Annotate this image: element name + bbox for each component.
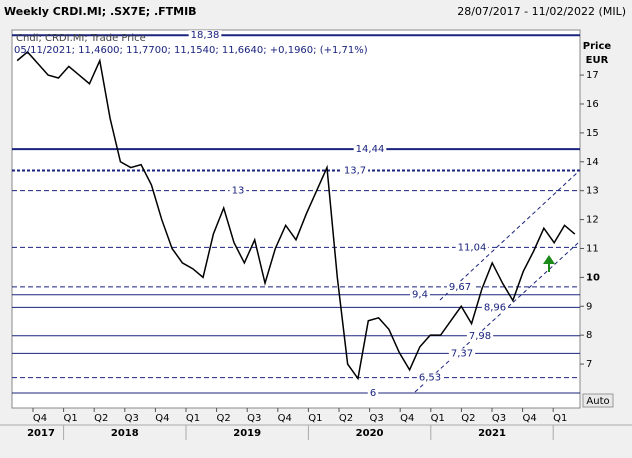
level-label-bg [448, 348, 476, 360]
level-label: 11,04 [458, 242, 487, 253]
x-tick-label: Q1 [186, 413, 200, 424]
year-label: 2019 [233, 428, 261, 439]
level-label-bg [410, 289, 430, 301]
year-label: 2017 [27, 428, 55, 439]
x-tick-label: Q3 [492, 413, 506, 424]
level-label-bg [481, 302, 509, 314]
year-label: 2020 [356, 428, 384, 439]
price-line [16, 50, 576, 381]
x-tick-label: Q1 [431, 413, 445, 424]
channel-line [414, 242, 579, 393]
arrow-icon [543, 255, 555, 272]
level-label-bg [188, 30, 222, 42]
date-range: 28/07/2017 - 11/02/2022 (MIL) [457, 5, 626, 18]
x-tick-label: Q4 [155, 413, 169, 424]
level-label-bg [446, 281, 474, 293]
y-unit: EUR [586, 55, 609, 66]
y-tick-label: 8 [586, 330, 592, 341]
x-tick-label: Q1 [308, 413, 322, 424]
y-tick-label: 17 [586, 70, 599, 81]
y-tick-label: 12 [586, 215, 599, 226]
quote: 05/11/2021; 11,4600; 11,7700; 11,1540; 1… [14, 45, 368, 56]
x-tick-label: Q4 [400, 413, 414, 424]
level-label: 13,7 [344, 165, 366, 176]
x-tick-label: Q2 [461, 413, 475, 424]
level-label: 9,67 [449, 282, 471, 293]
y-tick-label: 13 [586, 186, 599, 197]
y-tick-label: 15 [586, 128, 599, 139]
level-label-bg [416, 372, 444, 384]
x-tick-label: Q1 [63, 413, 77, 424]
auto-label[interactable]: Auto [586, 396, 609, 407]
level-label-bg [466, 330, 494, 342]
y-tick-label: 7 [586, 359, 592, 370]
level-label: 8,96 [484, 302, 506, 313]
level-label: 6,53 [419, 373, 441, 384]
level-label: 18,38 [191, 30, 220, 41]
y-tick-label: 11 [586, 243, 599, 254]
auto-button[interactable] [582, 393, 614, 408]
x-tick-label: Q1 [553, 413, 567, 424]
x-tick-label: Q3 [369, 413, 383, 424]
plot-area [11, 29, 581, 409]
legend: Cndl; CRDI.MI; Trade Price [16, 33, 146, 44]
level-label: 9,4 [412, 290, 428, 301]
x-tick-label: Q2 [94, 413, 108, 424]
channel-line [439, 171, 579, 301]
x-tick-label: Q4 [33, 413, 47, 424]
level-label-bg [229, 185, 247, 197]
x-tick-label: Q3 [125, 413, 139, 424]
x-tick-label: Q2 [216, 413, 230, 424]
level-label: 7,98 [469, 331, 491, 342]
y-tick-label: 16 [586, 99, 599, 110]
y-tick-label: 9 [586, 301, 592, 312]
level-label-bg [367, 387, 379, 399]
level-label: 13 [232, 186, 245, 197]
level-label-bg [341, 165, 369, 177]
chart-title: Weekly CRDI.MI; .SX7E; .FTMIB [4, 5, 197, 18]
x-tick-label: Q2 [339, 413, 353, 424]
y-tick-label: 14 [586, 157, 599, 168]
level-label: 14,44 [356, 144, 385, 155]
level-label: 7,37 [451, 348, 473, 359]
x-tick-label: Q4 [522, 413, 536, 424]
x-tick-label: Q4 [278, 413, 292, 424]
x-tick-label: Q3 [247, 413, 261, 424]
y-tick-label: 10 [586, 272, 600, 283]
level-label: 6 [370, 388, 376, 399]
level-label-bg [455, 242, 489, 254]
year-label: 2018 [111, 428, 139, 439]
y-title: Price [583, 41, 612, 52]
level-label-bg [353, 144, 387, 156]
year-label: 2021 [478, 428, 506, 439]
